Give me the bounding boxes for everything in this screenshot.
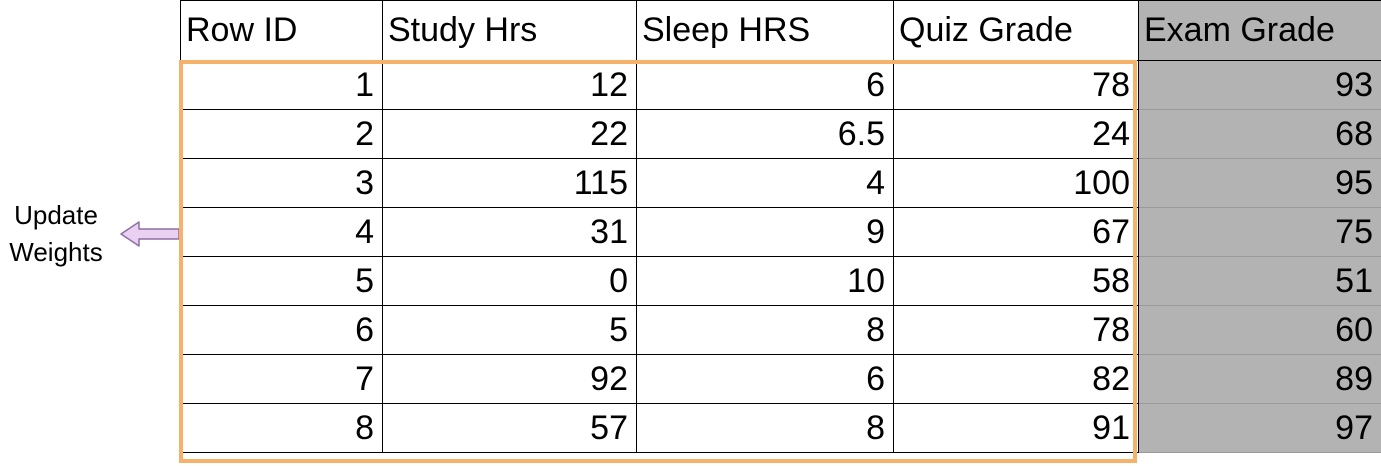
cell-quiz-grade[interactable]: 67 (893, 207, 1139, 257)
header-study-hrs[interactable]: Study Hrs (382, 0, 637, 61)
header-row: Row ID Study Hrs Sleep HRS Quiz Grade Ex… (180, 0, 1381, 61)
header-row-id[interactable]: Row ID (180, 0, 383, 61)
cell-exam-grade[interactable]: 68 (1138, 109, 1381, 159)
cell-sleep-hrs[interactable]: 8 (636, 305, 894, 355)
cell-study-hrs[interactable]: 12 (382, 60, 637, 110)
cell-quiz-grade[interactable]: 91 (893, 403, 1139, 453)
cell-sleep-hrs[interactable]: 6 (636, 354, 894, 404)
cell-exam-grade[interactable]: 60 (1138, 305, 1381, 355)
table-row: 8 57 8 91 97 (180, 403, 1381, 453)
update-weights-label-line1: Update (14, 200, 98, 230)
table-row: 6 5 8 78 60 (180, 305, 1381, 355)
data-table: Row ID Study Hrs Sleep HRS Quiz Grade Ex… (180, 0, 1381, 453)
update-weights-label-line2: Weights (9, 237, 103, 267)
table-row: 5 0 10 58 51 (180, 256, 1381, 306)
header-quiz-grade[interactable]: Quiz Grade (893, 0, 1139, 61)
cell-study-hrs[interactable]: 22 (382, 109, 637, 159)
cell-quiz-grade[interactable]: 78 (893, 60, 1139, 110)
cell-sleep-hrs[interactable]: 9 (636, 207, 894, 257)
cell-row-id[interactable]: 5 (180, 256, 383, 306)
cell-exam-grade[interactable]: 89 (1138, 354, 1381, 404)
left-arrow-icon (120, 221, 180, 247)
cell-quiz-grade[interactable]: 58 (893, 256, 1139, 306)
cell-row-id[interactable]: 8 (180, 403, 383, 453)
cell-exam-grade[interactable]: 93 (1138, 60, 1381, 110)
table-row: 2 22 6.5 24 68 (180, 109, 1381, 159)
header-exam-grade[interactable]: Exam Grade (1138, 0, 1381, 61)
cell-study-hrs[interactable]: 92 (382, 354, 637, 404)
cell-exam-grade[interactable]: 95 (1138, 158, 1381, 208)
cell-sleep-hrs[interactable]: 8 (636, 403, 894, 453)
cell-row-id[interactable]: 3 (180, 158, 383, 208)
cell-quiz-grade[interactable]: 100 (893, 158, 1139, 208)
cell-study-hrs[interactable]: 31 (382, 207, 637, 257)
cell-row-id[interactable]: 1 (180, 60, 383, 110)
cell-row-id[interactable]: 2 (180, 109, 383, 159)
cell-sleep-hrs[interactable]: 10 (636, 256, 894, 306)
cell-row-id[interactable]: 4 (180, 207, 383, 257)
cell-quiz-grade[interactable]: 82 (893, 354, 1139, 404)
table-row: 1 12 6 78 93 (180, 60, 1381, 110)
cell-study-hrs[interactable]: 5 (382, 305, 637, 355)
cell-study-hrs[interactable]: 57 (382, 403, 637, 453)
table-row: 3 115 4 100 95 (180, 158, 1381, 208)
cell-exam-grade[interactable]: 97 (1138, 403, 1381, 453)
update-weights-label: Update Weights (0, 197, 112, 271)
cell-sleep-hrs[interactable]: 6 (636, 60, 894, 110)
cell-exam-grade[interactable]: 51 (1138, 256, 1381, 306)
cell-row-id[interactable]: 7 (180, 354, 383, 404)
cell-quiz-grade[interactable]: 78 (893, 305, 1139, 355)
cell-exam-grade[interactable]: 75 (1138, 207, 1381, 257)
cell-quiz-grade[interactable]: 24 (893, 109, 1139, 159)
table-row: 7 92 6 82 89 (180, 354, 1381, 404)
cell-sleep-hrs[interactable]: 6.5 (636, 109, 894, 159)
header-sleep-hrs[interactable]: Sleep HRS (636, 0, 894, 61)
table-row: 4 31 9 67 75 (180, 207, 1381, 257)
cell-study-hrs[interactable]: 0 (382, 256, 637, 306)
cell-row-id[interactable]: 6 (180, 305, 383, 355)
cell-sleep-hrs[interactable]: 4 (636, 158, 894, 208)
cell-study-hrs[interactable]: 115 (382, 158, 637, 208)
